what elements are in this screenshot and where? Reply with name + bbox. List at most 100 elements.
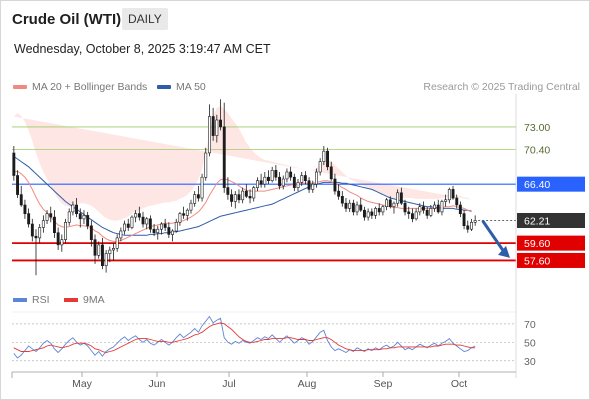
candle (56, 232, 60, 246)
candle (163, 223, 167, 228)
candle (418, 206, 422, 213)
candle (200, 176, 204, 199)
candle (326, 150, 329, 168)
candle (318, 161, 322, 173)
candle (440, 201, 444, 213)
candle (399, 192, 403, 204)
candle (49, 213, 53, 218)
candle (222, 126, 226, 188)
candle (314, 171, 318, 185)
candle (285, 171, 289, 180)
candle (396, 192, 400, 204)
candle (421, 206, 425, 211)
candle (289, 171, 293, 178)
candle (19, 194, 23, 206)
candle (226, 187, 230, 195)
candle (126, 223, 130, 228)
candle (182, 213, 186, 216)
candle (263, 176, 267, 185)
rsi-ma-line (13, 322, 476, 353)
candle (134, 213, 138, 218)
candle (377, 208, 381, 213)
rsi-tick-50: 50 (524, 337, 536, 349)
candle (215, 119, 219, 136)
candle (237, 194, 241, 201)
candle (189, 202, 193, 211)
period-button[interactable]: DAILY (122, 8, 168, 30)
candle (300, 175, 304, 183)
rsi-label: RSI (32, 294, 50, 306)
candle (16, 175, 19, 195)
candle (403, 202, 407, 213)
candle (156, 228, 160, 233)
candle (281, 178, 285, 187)
level-tag-66.40 (517, 176, 585, 192)
candle (455, 197, 459, 206)
candle (104, 253, 108, 266)
research-credit: Research © 2025 Trading Central (423, 81, 580, 93)
candle (241, 190, 245, 201)
candle (255, 180, 259, 188)
ma50-swatch (157, 85, 171, 90)
candle (370, 211, 374, 216)
candle (196, 194, 200, 199)
candle (148, 218, 152, 230)
candle (274, 170, 278, 178)
candle (193, 194, 197, 204)
candle (34, 235, 38, 239)
candle (381, 206, 385, 213)
candle (108, 249, 112, 254)
candle (41, 220, 45, 228)
ma20-swatch (13, 85, 27, 90)
candle (359, 204, 363, 211)
candle (270, 170, 274, 182)
candle (123, 223, 127, 232)
candle (462, 213, 466, 227)
candle (433, 204, 436, 209)
level-label-59.60: 59.60 (524, 238, 550, 250)
chart-header: Crude Oil (WTI) DAILY (1, 1, 589, 35)
candle (344, 202, 348, 209)
candle (93, 239, 97, 256)
candle (414, 211, 418, 220)
level-label-73.00: 73.00 (524, 122, 550, 134)
candle (230, 194, 233, 202)
candle (259, 180, 263, 185)
candle (447, 189, 451, 201)
candle (71, 204, 75, 213)
candle (436, 204, 440, 213)
candle (204, 152, 208, 178)
candle (473, 220, 477, 223)
forecast-arrow-head (498, 245, 510, 258)
candle (141, 216, 145, 225)
candle (303, 175, 307, 181)
candle (64, 222, 68, 240)
legend-ma20: MA 20 + Bollinger Bands (13, 81, 147, 93)
candle (252, 187, 256, 199)
rsi-ma-swatch (64, 298, 78, 303)
candle (388, 199, 392, 208)
candle (171, 230, 174, 235)
candle (89, 225, 93, 241)
x-label-Aug: Aug (298, 378, 317, 390)
candle (152, 228, 156, 233)
candle (385, 199, 388, 208)
level-label-70.40: 70.40 (524, 144, 550, 156)
timestamp: Wednesday, October 8, 2025 3:19:47 AM CE… (14, 42, 271, 56)
x-label-Sep: Sep (374, 378, 393, 390)
candle (444, 199, 448, 202)
candle (322, 150, 326, 162)
candle (38, 227, 42, 239)
candle (167, 227, 171, 235)
x-label-Jun: Jun (149, 378, 166, 390)
level-label-66.40: 66.40 (524, 179, 550, 191)
x-label-Jul: Jul (222, 378, 235, 390)
candle (97, 244, 101, 256)
candle (115, 237, 119, 249)
candle (329, 166, 333, 180)
candle (75, 204, 79, 214)
candle (429, 208, 433, 216)
candle (130, 216, 134, 228)
candle (362, 209, 366, 218)
